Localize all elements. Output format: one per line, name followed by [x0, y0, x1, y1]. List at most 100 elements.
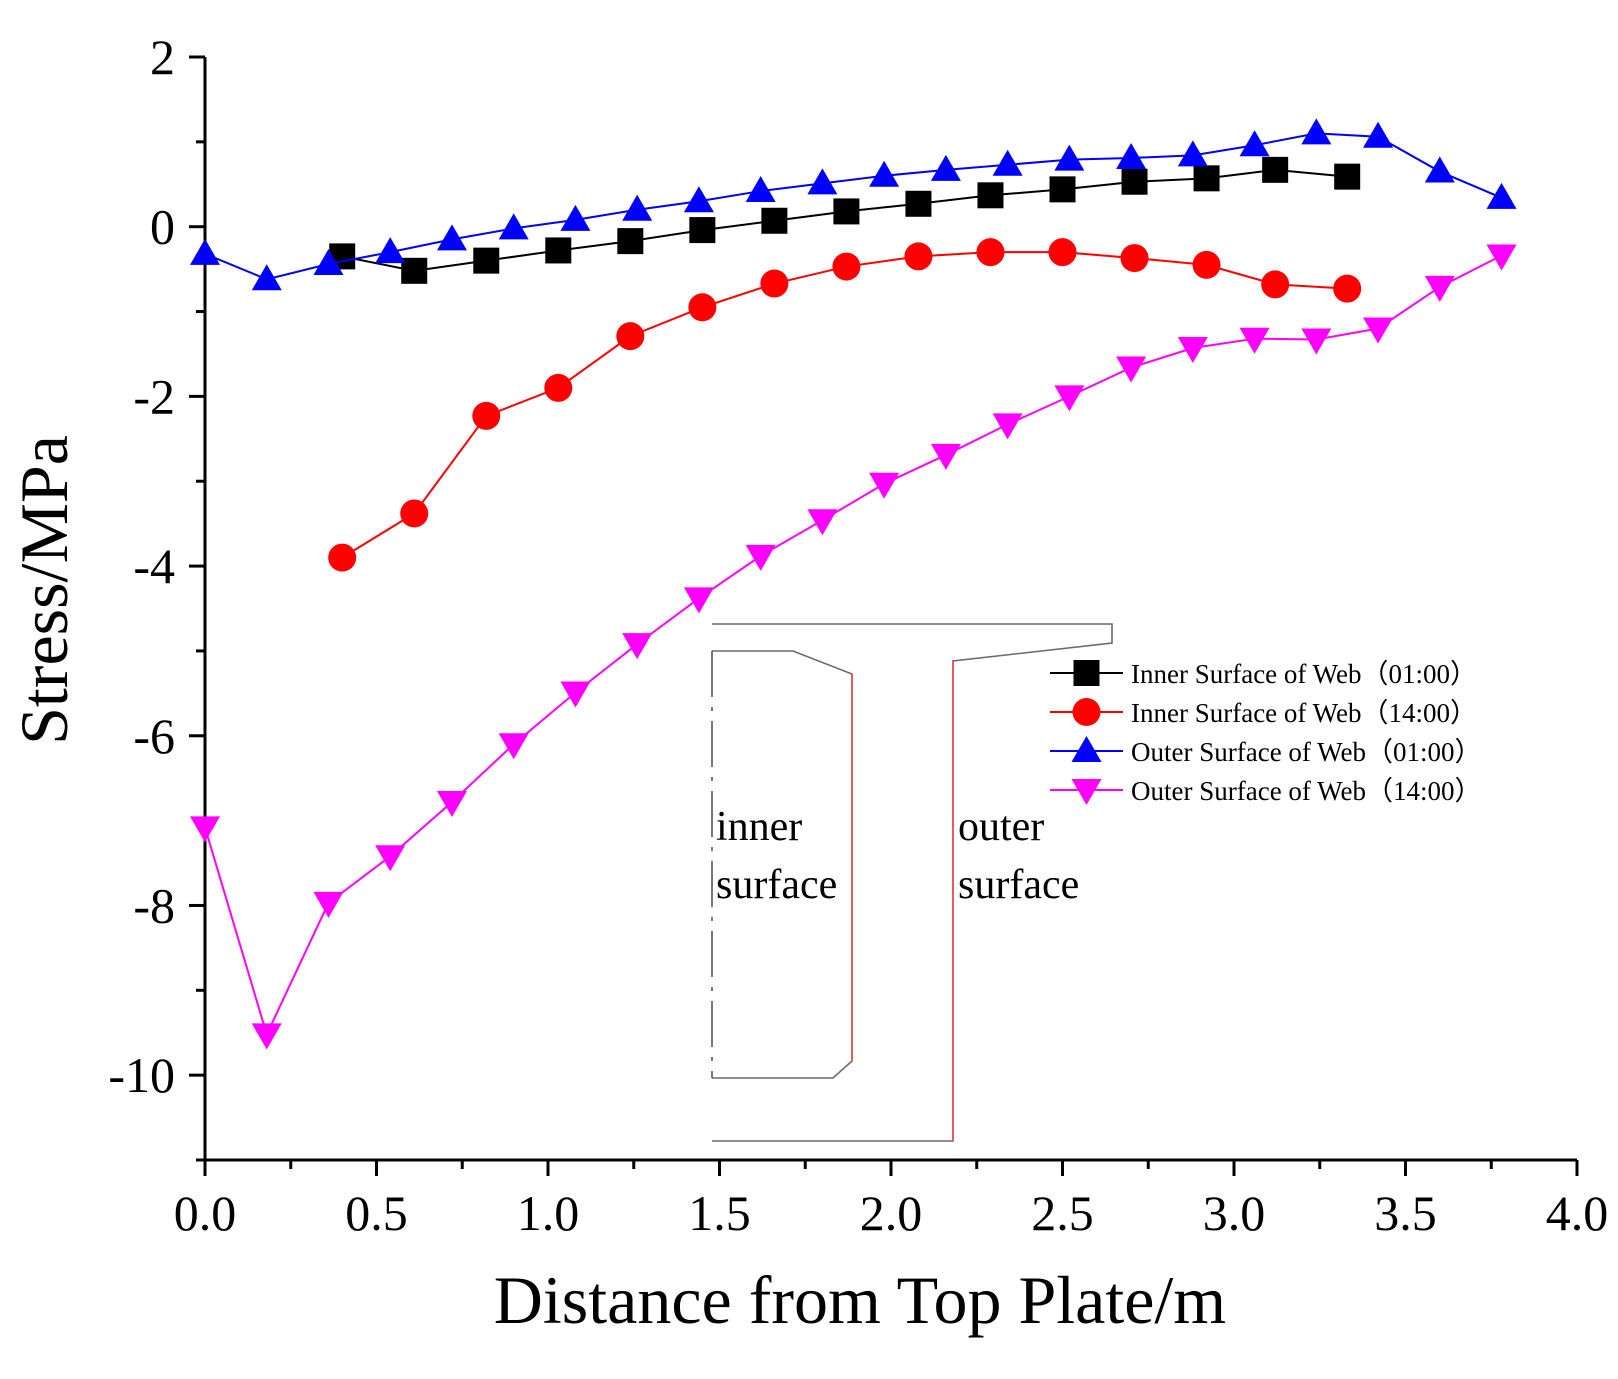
data-point [1120, 244, 1149, 273]
data-point [498, 213, 529, 240]
legend-label: Outer Surface of Web（01:00） [1131, 737, 1482, 767]
legend-marker [1071, 779, 1102, 805]
data-point [498, 733, 529, 760]
series-2 [328, 238, 1362, 572]
data-point [1239, 327, 1270, 354]
data-point [400, 499, 429, 528]
data-point [622, 194, 653, 221]
data-point [473, 247, 500, 274]
data-point [436, 224, 467, 251]
data-point [1334, 163, 1361, 190]
data-point [904, 242, 933, 271]
data-point [1262, 156, 1289, 183]
data-point [1239, 130, 1270, 157]
data-point [1049, 176, 1076, 203]
data-point [930, 154, 961, 181]
series-line [204, 254, 1502, 1038]
x-tick-label: 4.0 [1546, 1185, 1609, 1241]
data-point [313, 249, 344, 276]
data-point [251, 1023, 282, 1050]
data-point [992, 413, 1023, 440]
data-point [1424, 275, 1455, 302]
y-tick-label: -10 [108, 1047, 175, 1103]
annotation-outer-label-line1: outer [958, 804, 1044, 850]
data-point [375, 237, 406, 264]
data-point [472, 401, 501, 430]
legend-marker [1073, 660, 1100, 686]
data-point [1424, 156, 1455, 183]
data-point [833, 198, 860, 225]
legend: Inner Surface of Web（01:00） Inner Surface… [1050, 659, 1482, 806]
data-point [1048, 238, 1077, 267]
legend-label: Inner Surface of Web（01:00） [1131, 659, 1477, 689]
data-point [683, 186, 714, 213]
series-1 [329, 156, 1361, 284]
data-point [560, 204, 591, 231]
y-tick-label: 2 [150, 29, 175, 85]
data-point [869, 160, 900, 187]
series-4 [190, 244, 1517, 1050]
x-tick-label: 2.0 [860, 1185, 923, 1241]
data-point [807, 168, 838, 195]
data-point [905, 190, 932, 217]
data-point [745, 176, 776, 203]
data-point [617, 228, 644, 255]
data-point [1333, 274, 1362, 303]
legend-item: Inner Surface of Web（14:00） [1050, 698, 1477, 728]
legend-item: Outer Surface of Web（01:00） [1050, 736, 1482, 767]
data-point [689, 217, 716, 244]
data-point [1261, 270, 1290, 299]
data-point [976, 238, 1005, 267]
data-point [1054, 385, 1085, 412]
data-point [190, 238, 220, 265]
data-point [622, 633, 653, 660]
data-point [1363, 121, 1394, 148]
legend-item: Outer Surface of Web（14:00） [1050, 776, 1482, 806]
data-point [1363, 317, 1394, 344]
data-point [1116, 142, 1147, 169]
series-layer [190, 118, 1517, 1050]
data-point [1301, 118, 1332, 145]
data-point [688, 293, 717, 322]
legend-marker [1071, 736, 1102, 762]
data-point [1486, 244, 1517, 271]
y-tick-label: -2 [133, 368, 175, 424]
data-point [1054, 144, 1085, 171]
data-point [616, 322, 645, 351]
x-tick-label: 0.0 [174, 1185, 237, 1241]
data-point [1177, 337, 1208, 364]
data-point [375, 845, 406, 872]
y-axis-title: Stress/MPa [6, 435, 82, 745]
data-point [1177, 140, 1208, 167]
series-3 [190, 118, 1517, 291]
data-point [977, 182, 1004, 209]
x-tick-label: 3.0 [1203, 1185, 1266, 1241]
data-point [1121, 168, 1148, 195]
box-girder-inset: inner surface outer surface [711, 623, 1113, 1142]
data-point [1193, 165, 1220, 192]
y-tick-label: -8 [133, 877, 175, 933]
section-outline [712, 623, 1113, 1142]
data-point [313, 891, 344, 918]
data-point [930, 443, 961, 470]
data-point [328, 543, 357, 572]
data-point [869, 472, 900, 499]
series-line [204, 132, 1502, 281]
y-tick-label: 0 [150, 199, 175, 255]
data-point [1116, 356, 1147, 383]
data-point [401, 257, 428, 284]
legend-label: Inner Surface of Web（14:00） [1131, 698, 1477, 728]
data-point [251, 264, 282, 291]
data-point [807, 509, 838, 536]
data-point [992, 149, 1023, 176]
data-point [544, 373, 573, 402]
y-tick-label: -6 [133, 708, 175, 764]
annotation-outer-label-line2: surface [958, 862, 1079, 908]
data-point [1486, 182, 1517, 209]
annotation-inner-label-line1: inner [716, 804, 802, 850]
data-point [1192, 250, 1221, 279]
data-point [1301, 328, 1332, 355]
data-point [760, 269, 789, 298]
data-point [761, 207, 788, 234]
